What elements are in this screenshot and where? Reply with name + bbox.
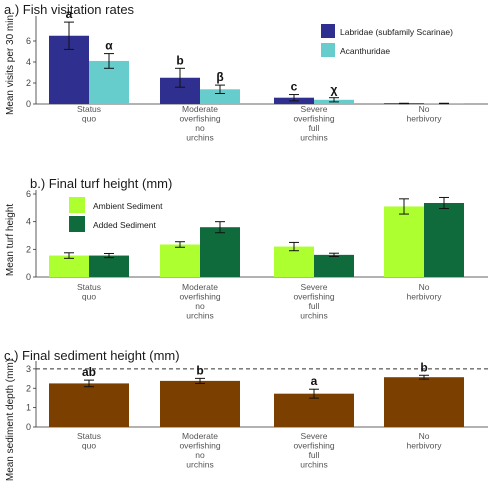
panel-b-bar [384, 206, 424, 277]
panel-b-bar [314, 254, 354, 277]
panel-c-title: c.) Final sediment height (mm) [4, 348, 180, 363]
panel-a-title: a.) Fish visitation rates [4, 2, 135, 17]
legend-label-added: Added Sediment [93, 220, 156, 230]
panel-c-category-label: Moderate overfishing no urchins [179, 431, 220, 470]
panel-a-bar [200, 89, 240, 104]
panel-c-category-label: Severe overfishing full urchins [293, 431, 334, 470]
panel-b-plot: 0 2 4 6 Status quo Moderate overfishing no urchin… [26, 189, 488, 321]
legend-swatch-acanthuridae [321, 43, 335, 57]
panel-b-bar [274, 246, 314, 277]
panel-b-legend: Ambient Sediment Added Sediment [69, 197, 163, 232]
panel-c-significance-label: b [420, 360, 427, 374]
panel-b-y-tick-label: 6 [26, 189, 31, 199]
panel-c-y-tick-label: 3 [26, 364, 31, 374]
panel-a-significance-label: c [291, 80, 298, 94]
panel-a-category-label: No herbivory [407, 104, 443, 124]
panel-a-y-axis-label: Mean visits per 30 min [5, 15, 16, 115]
panel-b-category-label: Severe overfishing full urchins [293, 282, 334, 321]
panel-a-significance-label: b [176, 53, 183, 67]
panel-b-bar [200, 227, 240, 277]
panel-a-significance-label: α [105, 39, 113, 53]
panel-c-category-label: No herbivory [407, 431, 443, 451]
legend-label-acanthuridae: Acanthuridae [340, 46, 390, 56]
panel-b-category-label: Status quo [77, 282, 101, 302]
panel-c-bar [160, 380, 240, 427]
panel-c-significance-label: ab [82, 365, 96, 379]
panel-a-plot: 0 2 4 6 a b c α β χ Status quo Moderate overfishing no… [26, 7, 488, 143]
legend-label-ambient: Ambient Sediment [93, 201, 163, 211]
panel-c-significance-label: b [196, 363, 203, 377]
panel-a-category-label: Moderate overfishing no urchins [179, 104, 220, 143]
panel-c-y-tick-label: 0 [26, 422, 31, 432]
panel-b-bar [89, 255, 129, 277]
panel-a-significance-label: χ [331, 83, 338, 97]
panel-c-y-tick-label: 2 [26, 383, 31, 393]
panel-c-bar [274, 393, 354, 427]
panel-b-bar [49, 255, 89, 277]
panel-a-category-label: Status quo [77, 104, 101, 124]
panel-b-bar [424, 202, 464, 277]
panel-b-category-label: No herbivory [407, 282, 443, 302]
legend-swatch-ambient [69, 197, 85, 213]
panel-c-y-axis-label: Mean sediment depth (mm) [5, 359, 16, 481]
panel-b-title: b.) Final turf height (mm) [30, 176, 172, 191]
panel-a-y-tick-label: 6 [26, 36, 31, 46]
panel-a-category-label: Severe overfishing full urchins [293, 104, 334, 143]
legend-swatch-added [69, 216, 85, 232]
panel-c-significance-label: a [311, 374, 318, 388]
panel-c-bar [384, 377, 464, 427]
panel-b-bar [160, 244, 200, 277]
panel-c-bar [49, 383, 129, 427]
panel-a-y-tick-label: 0 [26, 99, 31, 109]
panel-a-significance-label: a [66, 7, 73, 21]
panel-b-category-label: Moderate overfishing no urchins [179, 282, 220, 321]
panel-c-y-tick-label: 1 [26, 403, 31, 413]
panel-c-category-label: Status quo [77, 431, 101, 451]
legend-swatch-labridae [321, 24, 335, 38]
legend-label-labridae: Labridae (subfamily Scarinae) [340, 27, 453, 37]
panel-b-y-axis-label: Mean turf height [5, 204, 16, 276]
panel-b-y-tick-label: 0 [26, 272, 31, 282]
panel-a-y-tick-label: 2 [26, 78, 31, 88]
panel-b-y-tick-label: 4 [26, 217, 31, 227]
panel-a-y-tick-label: 4 [26, 57, 31, 67]
panel-a-significance-label: β [216, 70, 223, 84]
panel-b-y-tick-label: 2 [26, 244, 31, 254]
panel-a-legend: Labridae (subfamily Scarinae) Acanthurid… [321, 24, 453, 57]
